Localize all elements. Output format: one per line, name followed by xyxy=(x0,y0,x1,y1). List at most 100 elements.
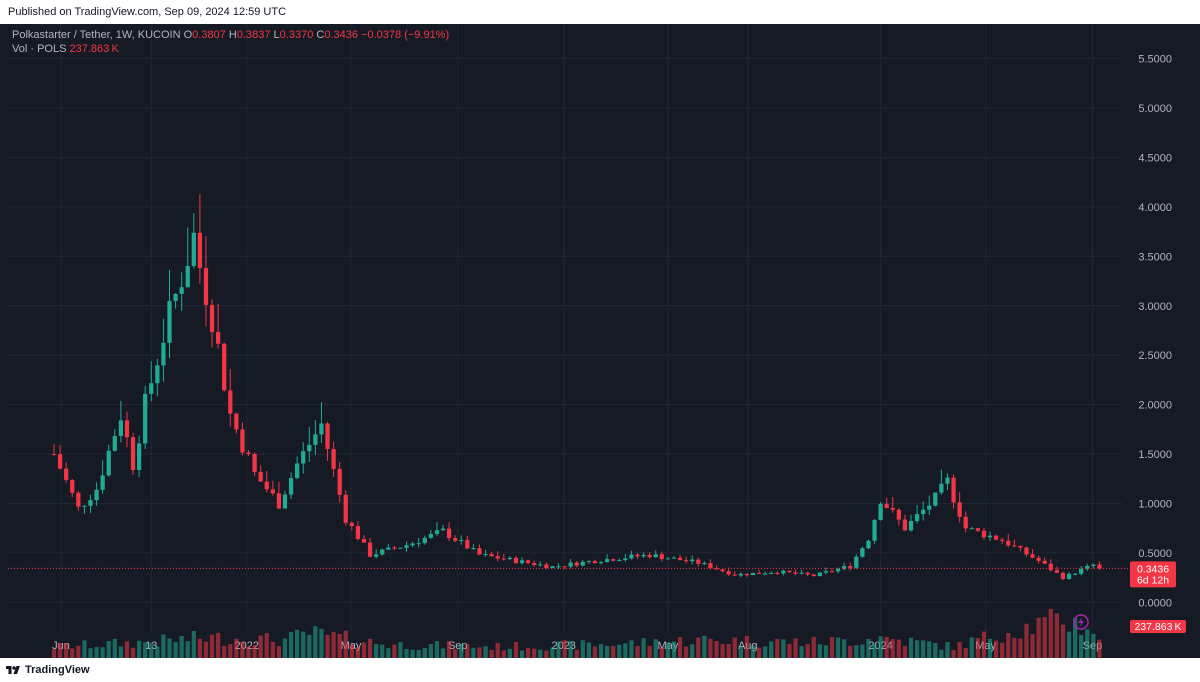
candle-body xyxy=(787,570,792,573)
volume-bar xyxy=(969,637,974,658)
last-volume-badge xyxy=(1130,620,1186,633)
volume-bar xyxy=(635,645,640,658)
volume-bar xyxy=(957,641,962,658)
volume-bar xyxy=(939,649,944,658)
candle-body xyxy=(659,554,664,560)
candle-body xyxy=(246,452,251,455)
candle-body xyxy=(519,560,525,564)
candle-body xyxy=(611,559,616,561)
volume-bar xyxy=(507,648,512,658)
volume-bar xyxy=(683,646,689,658)
candle-body xyxy=(574,562,579,566)
candle-body xyxy=(422,537,427,544)
candle-body xyxy=(933,492,938,506)
volume-bar xyxy=(130,647,136,658)
candle-body xyxy=(398,547,403,549)
ohlc-legend-row: Polkastarter / Tether, 1W, KUCOIN O0.380… xyxy=(12,29,450,41)
volume-bar xyxy=(185,641,190,658)
volume-bar xyxy=(532,648,537,658)
volume-bar xyxy=(1030,634,1035,658)
candle-body xyxy=(927,505,932,510)
volume-bar xyxy=(173,642,178,658)
volume-bar xyxy=(653,639,658,658)
volume-bar xyxy=(617,644,622,658)
volume-value: 237.863 K xyxy=(69,43,119,55)
volume-bar xyxy=(568,640,573,658)
volume-bar xyxy=(1012,637,1017,658)
candle-body xyxy=(1036,557,1041,561)
volume-bar xyxy=(781,639,786,658)
volume-bar xyxy=(179,636,184,658)
candle-body xyxy=(1079,568,1084,574)
volume-bar xyxy=(817,644,822,658)
volume-bar xyxy=(440,648,446,658)
candle-body xyxy=(951,477,956,503)
candle-body xyxy=(1066,573,1072,580)
candle-body xyxy=(215,332,221,344)
volume-bar xyxy=(519,650,525,658)
candle-body xyxy=(1012,545,1017,547)
volume-bar xyxy=(459,644,464,658)
volume-bar xyxy=(136,640,142,658)
candle-body xyxy=(94,489,99,501)
candle-body xyxy=(228,390,233,414)
volume-bar xyxy=(574,649,579,658)
candle-body xyxy=(276,493,282,509)
volume-bar xyxy=(367,638,373,658)
volume-bar xyxy=(951,650,956,658)
candle-body xyxy=(975,528,980,531)
volume-bar xyxy=(981,631,987,658)
candle-body xyxy=(64,468,69,480)
price-tick-label: 3.0000 xyxy=(1138,301,1172,313)
volume-bar xyxy=(1060,624,1066,658)
candle-body xyxy=(51,454,57,456)
candle-body xyxy=(361,538,367,543)
candle-body xyxy=(130,437,136,470)
candle-body xyxy=(623,558,628,561)
volume-bar xyxy=(787,644,792,658)
candle-body xyxy=(301,451,306,464)
volume-bar xyxy=(228,643,233,658)
candle-body xyxy=(343,494,348,523)
volume-bar xyxy=(756,647,762,658)
candle-body xyxy=(404,545,409,548)
candlestick-chart[interactable]: 0.0000 0.5000 1.0000 1.5000 2.0000 2.5000 3.00… xyxy=(0,24,1200,658)
candle-body xyxy=(513,557,519,564)
candle-body xyxy=(416,543,421,545)
volume-bar xyxy=(1085,629,1090,658)
candle-body xyxy=(665,558,671,560)
candle-body xyxy=(720,569,725,572)
volume-bar xyxy=(234,638,239,658)
candle-body xyxy=(76,492,81,507)
volume-bar xyxy=(203,641,209,658)
volume-bar xyxy=(665,642,671,658)
symbol-title[interactable]: Polkastarter / Tether, 1W, KUCOIN xyxy=(12,29,181,41)
candle-body xyxy=(70,479,75,493)
candle-body xyxy=(525,560,531,563)
candle-body xyxy=(799,572,804,574)
volume-label[interactable]: Vol · POLS xyxy=(12,43,67,55)
volume-bar xyxy=(446,641,452,658)
open-value: 0.3807 xyxy=(192,29,226,41)
chart-panel[interactable]: 0.0000 0.5000 1.0000 1.5000 2.0000 2.5000 3.00… xyxy=(0,24,1200,658)
candle-body xyxy=(167,300,172,343)
volume-bar xyxy=(933,643,938,658)
candle-body xyxy=(459,540,464,542)
volume-bar xyxy=(386,648,391,658)
candle-body xyxy=(842,566,847,569)
volume-bar xyxy=(82,640,87,658)
candle-body xyxy=(811,574,816,577)
volume-bar xyxy=(70,648,75,658)
volume-bar xyxy=(763,646,768,658)
candle-body xyxy=(1085,565,1090,569)
price-tick-label: 2.0000 xyxy=(1138,400,1172,412)
candle-body xyxy=(781,570,786,574)
candle-body xyxy=(386,547,391,550)
candle-body xyxy=(908,520,914,531)
volume-bar xyxy=(720,644,725,658)
volume-bar xyxy=(422,647,427,658)
candle-body xyxy=(1000,539,1005,541)
volume-bar xyxy=(106,641,111,658)
volume-bar xyxy=(708,638,713,658)
publish-bar: Published on TradingView.com, Sep 09, 20… xyxy=(0,0,1200,24)
